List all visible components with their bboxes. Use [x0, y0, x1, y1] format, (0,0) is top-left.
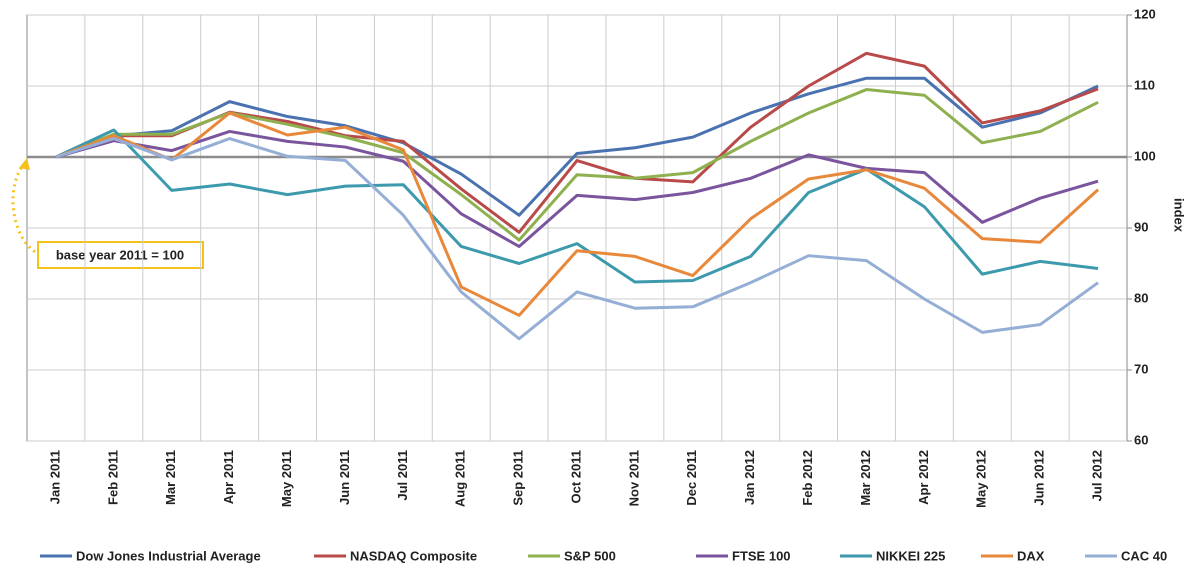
series-line	[55, 88, 1099, 242]
x-tick-label: Jan 2012	[742, 450, 757, 505]
legend-label: S&P 500	[564, 548, 616, 563]
x-tick-label: Feb 2012	[800, 450, 815, 506]
legend-label: NASDAQ Composite	[350, 548, 477, 563]
y-tick-label: 60	[1134, 432, 1148, 447]
x-tick-label: Nov 2011	[626, 450, 641, 506]
x-tick-label: May 2012	[974, 450, 989, 508]
x-tick-label: Apr 2012	[916, 450, 931, 505]
x-tick-label: Jul 2011	[395, 450, 410, 501]
x-tick-label: Jun 2011	[337, 450, 352, 505]
x-tick-label: Aug 2011	[453, 450, 468, 507]
x-tick-label: Feb 2011	[105, 450, 120, 505]
y-tick-label: 110	[1134, 77, 1155, 92]
x-tick-label: May 2011	[279, 450, 294, 507]
y-tick-label: 70	[1134, 361, 1148, 376]
x-tick-label: Mar 2011	[163, 450, 178, 505]
legend-label: CAC 40	[1121, 548, 1167, 563]
y-tick-label: 80	[1134, 290, 1148, 305]
y-tick-label: 120	[1134, 6, 1156, 21]
series-line	[55, 128, 1099, 284]
annotation: base year 2011 = 100	[56, 247, 184, 262]
legend-label: NIKKEI 225	[876, 548, 945, 563]
annotation-box	[37, 241, 204, 269]
y-axis-label: index	[1172, 198, 1187, 233]
y-tick-label: 90	[1134, 219, 1148, 234]
y-tick-label: 100	[1134, 148, 1156, 163]
series-line	[55, 111, 1100, 317]
series-line	[55, 51, 1099, 234]
legend-label: Dow Jones Industrial Average	[76, 548, 261, 563]
x-tick-label: Sep 2011	[511, 450, 526, 506]
x-tick-label: Dec 2011	[684, 450, 699, 506]
annotation-arrowhead	[19, 158, 30, 170]
x-tick-label: Jul 2012	[1089, 450, 1104, 501]
x-tick-label: Jan 2011	[47, 450, 62, 504]
series-line	[55, 76, 1099, 217]
x-tick-label: Apr 2011	[221, 450, 236, 504]
x-tick-label: Oct 2011	[568, 450, 583, 504]
x-tick-label: Mar 2012	[858, 450, 873, 506]
series-line	[55, 129, 1099, 248]
legend-label: FTSE 100	[732, 548, 791, 563]
x-tick-label: Jun 2012	[1032, 450, 1047, 506]
legend-label: DAX	[1017, 548, 1045, 563]
series-line	[55, 137, 1099, 341]
